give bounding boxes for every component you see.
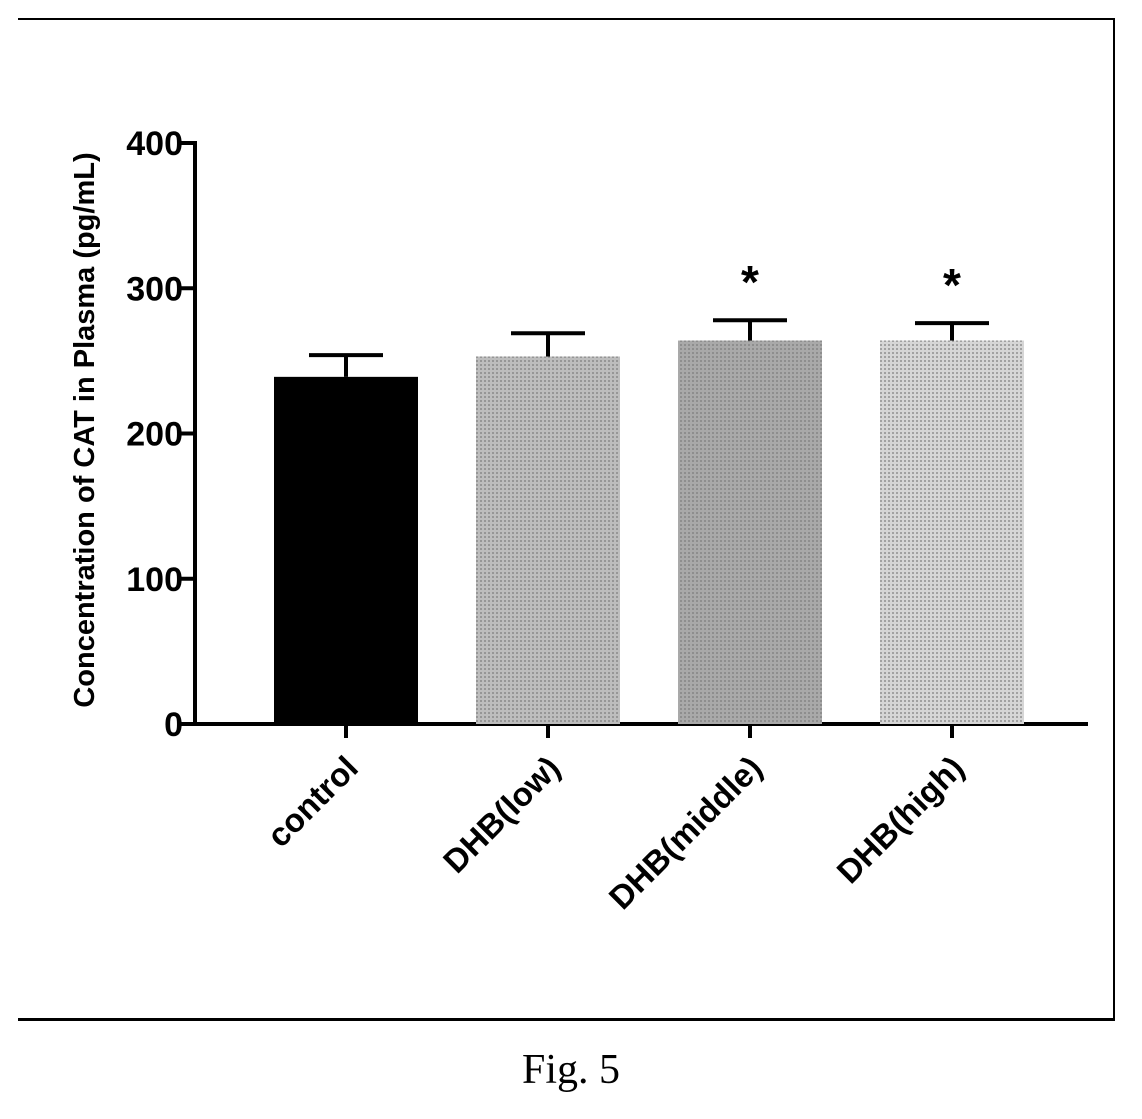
- y-tick-label: 0: [164, 706, 183, 744]
- y-axis-title: Concentration of CAT in Plasma (pg/mL): [69, 152, 101, 707]
- x-tick-label: control: [260, 749, 365, 854]
- y-tick-label: 400: [126, 125, 183, 163]
- y-tick-label: 300: [126, 270, 183, 308]
- bar: [274, 376, 418, 724]
- x-tick-label: DHB(high): [829, 749, 971, 891]
- figure-caption: Fig. 5: [521, 1047, 621, 1093]
- x-tick-label: DHB(middle): [601, 749, 768, 916]
- bar-texture: [678, 340, 822, 724]
- x-tick-label: DHB(low): [436, 749, 567, 880]
- figure-frame: [18, 18, 1115, 1021]
- bar-texture: [880, 340, 1024, 724]
- significance-mark: *: [943, 259, 961, 311]
- y-tick-label: 100: [126, 561, 183, 599]
- bar-chart: Concentration of CAT in Plasma (pg/mL) 0…: [69, 125, 1088, 916]
- y-tick-label: 200: [126, 416, 183, 454]
- bar-texture: [476, 356, 620, 724]
- significance-mark: *: [741, 256, 759, 308]
